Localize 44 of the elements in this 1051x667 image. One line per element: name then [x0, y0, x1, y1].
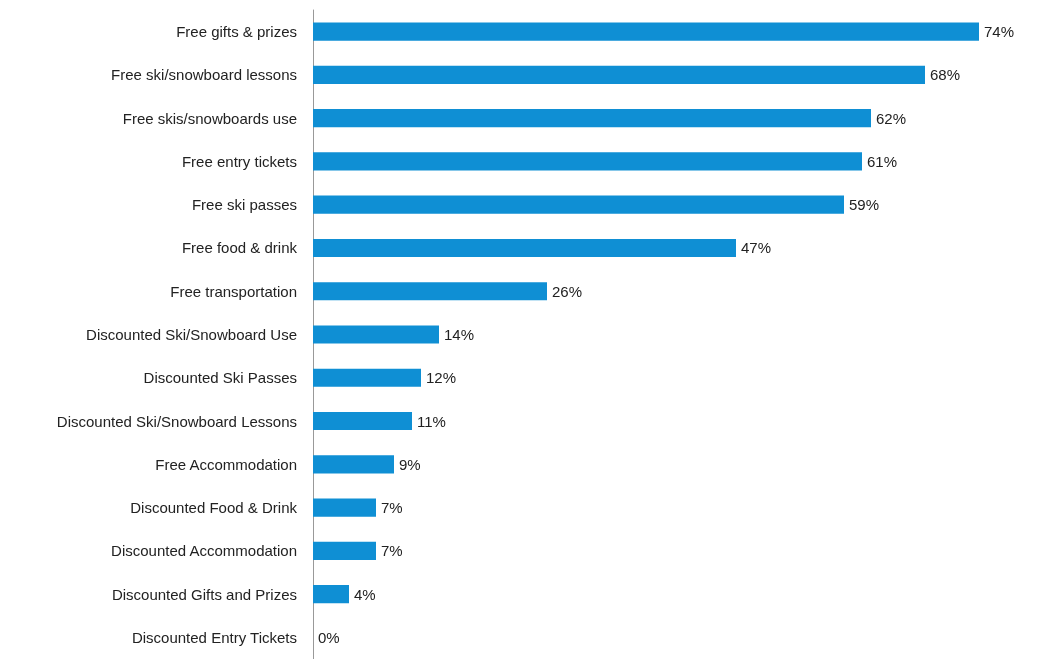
y-tick-label: Free food & drink: [181, 239, 298, 257]
data-label: 61%: [867, 152, 898, 170]
y-tick-label: Discounted Ski/Snowboard Use: [86, 326, 297, 343]
data-label: 9%: [399, 455, 421, 473]
data-label: 62%: [876, 109, 907, 127]
y-tick-label: Free transportation: [170, 282, 297, 300]
data-label: 4%: [354, 585, 376, 603]
data-label: 59%: [849, 196, 880, 214]
y-tick-label: Free gifts & prizes: [176, 23, 297, 41]
bar: [313, 541, 376, 560]
bar: [313, 455, 394, 474]
data-label: 74%: [984, 23, 1015, 41]
data-label: 26%: [552, 282, 583, 300]
y-tick-label: Discounted Food & Drink: [130, 499, 298, 517]
bar: [313, 152, 862, 171]
bar: [313, 65, 925, 84]
y-tick-label: Discounted Gifts and Prizes: [111, 585, 297, 603]
data-label: 11%: [417, 412, 446, 430]
y-tick-label: Discounted Ski Passes: [143, 369, 297, 387]
data-label: 47%: [741, 239, 772, 257]
bar: [313, 411, 412, 431]
data-label: 7%: [381, 542, 403, 560]
data-label: 12%: [426, 369, 457, 387]
bar: [313, 368, 421, 387]
y-tick-label: Discounted Entry Tickets: [131, 628, 297, 646]
bar: [313, 238, 736, 258]
y-tick-label: Free Accommodation: [155, 455, 297, 473]
bar: [313, 498, 376, 517]
data-label: 14%: [444, 326, 475, 343]
y-tick-label: Free skis/snowboards use: [122, 109, 297, 127]
data-label: 7%: [381, 499, 403, 517]
y-tick-label: Discounted Ski/Snowboard Lessons: [56, 412, 297, 430]
bar: [313, 22, 979, 41]
data-label: 0%: [318, 628, 340, 646]
bar: [313, 282, 547, 301]
bar: [313, 325, 439, 344]
bar: [313, 109, 871, 128]
y-tick-label: Free ski passes: [191, 196, 297, 214]
data-label: 68%: [930, 66, 961, 84]
y-tick-label: Discounted Accommodation: [111, 542, 297, 560]
y-tick-label: Free ski/snowboard lessons: [111, 66, 297, 84]
y-tick-label: Free entry tickets: [181, 152, 297, 170]
bar: [313, 585, 349, 604]
bar: [313, 195, 844, 214]
